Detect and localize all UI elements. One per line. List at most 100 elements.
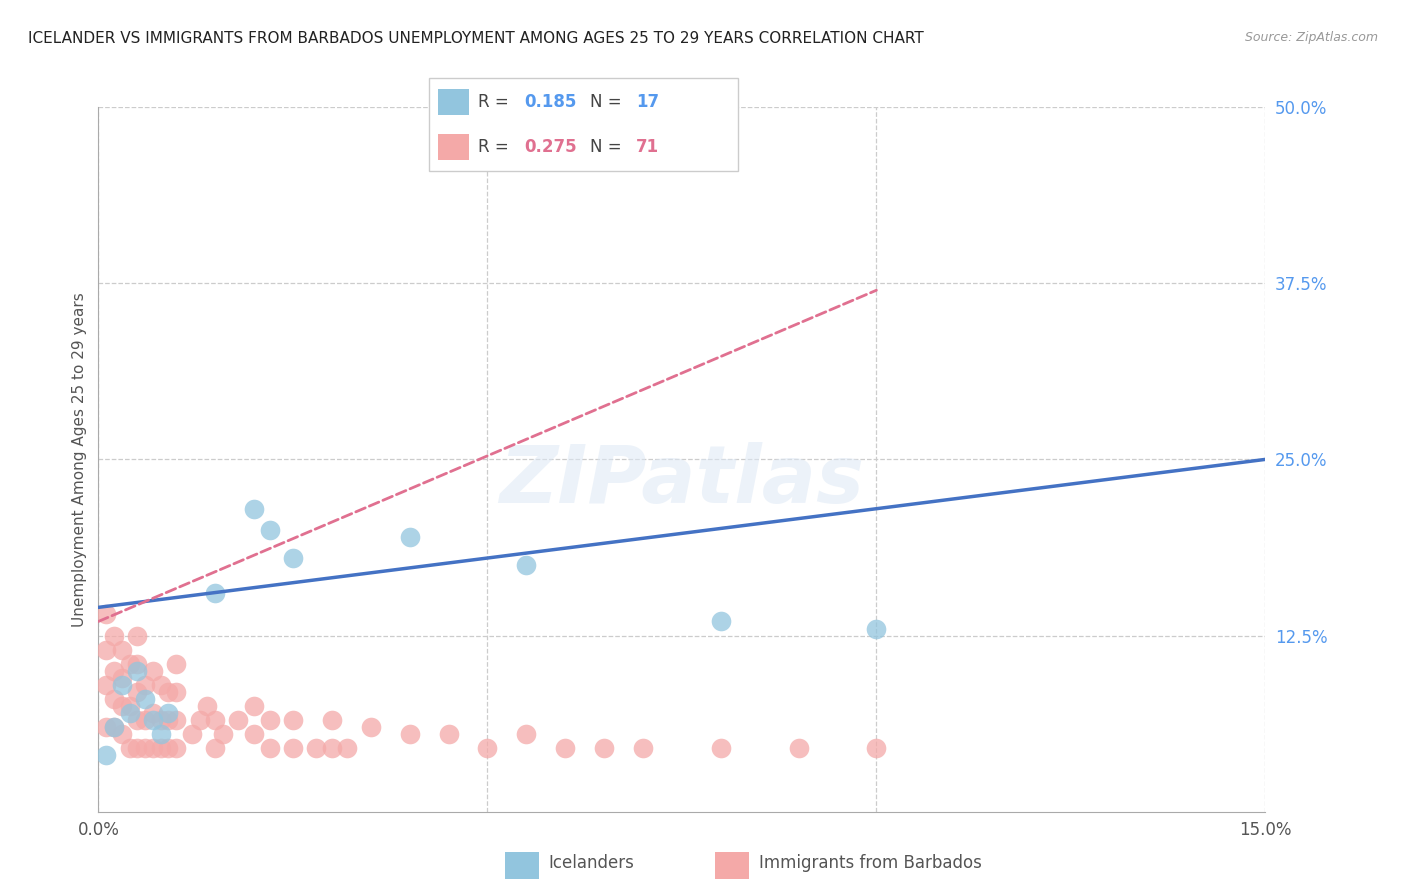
Point	[204, 713, 226, 727]
Point	[96, 678, 118, 692]
Text: R =: R =	[478, 138, 515, 156]
Point	[243, 699, 266, 714]
Point	[118, 741, 141, 756]
Point	[96, 607, 118, 622]
Point	[142, 664, 165, 678]
Point	[865, 622, 887, 636]
Point	[157, 713, 180, 727]
Y-axis label: Unemployment Among Ages 25 to 29 years: Unemployment Among Ages 25 to 29 years	[72, 292, 87, 627]
Point	[127, 713, 149, 727]
Point	[477, 741, 499, 756]
Point	[157, 706, 180, 720]
Point	[321, 741, 343, 756]
Text: N =: N =	[589, 138, 627, 156]
Point	[142, 713, 165, 727]
FancyBboxPatch shape	[439, 134, 470, 160]
FancyBboxPatch shape	[716, 852, 749, 879]
Point	[134, 678, 156, 692]
Point	[111, 727, 134, 741]
Point	[398, 530, 420, 544]
Point	[103, 720, 125, 734]
Point	[103, 628, 125, 642]
Point	[281, 741, 304, 756]
Point	[710, 741, 733, 756]
Point	[142, 741, 165, 756]
Point	[281, 551, 304, 566]
Point	[134, 713, 156, 727]
Point	[103, 664, 125, 678]
Point	[149, 713, 172, 727]
Point	[96, 720, 118, 734]
Point	[127, 628, 149, 642]
Point	[96, 748, 118, 763]
Text: 71: 71	[636, 138, 659, 156]
FancyBboxPatch shape	[429, 78, 738, 171]
Point	[188, 713, 211, 727]
Text: Icelanders: Icelanders	[548, 854, 634, 872]
Point	[259, 713, 281, 727]
Point	[149, 727, 172, 741]
Point	[127, 741, 149, 756]
Point	[515, 727, 537, 741]
Point	[281, 713, 304, 727]
Text: ICELANDER VS IMMIGRANTS FROM BARBADOS UNEMPLOYMENT AMONG AGES 25 TO 29 YEARS COR: ICELANDER VS IMMIGRANTS FROM BARBADOS UN…	[28, 31, 924, 46]
Point	[398, 727, 420, 741]
FancyBboxPatch shape	[439, 89, 470, 115]
Point	[515, 558, 537, 573]
Point	[259, 523, 281, 537]
Point	[134, 692, 156, 706]
Point	[127, 664, 149, 678]
Point	[103, 692, 125, 706]
Point	[127, 685, 149, 699]
Point	[149, 678, 172, 692]
Text: 0.275: 0.275	[524, 138, 578, 156]
Text: ZIPatlas: ZIPatlas	[499, 442, 865, 519]
Point	[259, 741, 281, 756]
Point	[165, 685, 187, 699]
FancyBboxPatch shape	[505, 852, 538, 879]
Text: R =: R =	[478, 93, 515, 111]
Point	[243, 501, 266, 516]
Point	[118, 657, 141, 671]
Point	[336, 741, 359, 756]
Point	[243, 727, 266, 741]
Point	[157, 741, 180, 756]
Point	[134, 741, 156, 756]
Point	[554, 741, 576, 756]
Point	[195, 699, 218, 714]
Point	[111, 678, 134, 692]
Point	[305, 741, 328, 756]
Point	[111, 699, 134, 714]
Point	[228, 713, 250, 727]
Point	[165, 741, 187, 756]
Point	[631, 741, 654, 756]
Point	[321, 713, 343, 727]
Point	[165, 657, 187, 671]
Point	[118, 706, 141, 720]
Point	[96, 642, 118, 657]
Text: Immigrants from Barbados: Immigrants from Barbados	[759, 854, 981, 872]
Point	[165, 713, 187, 727]
Point	[111, 642, 134, 657]
Text: Source: ZipAtlas.com: Source: ZipAtlas.com	[1244, 31, 1378, 45]
Point	[212, 727, 235, 741]
Point	[157, 685, 180, 699]
Text: 17: 17	[636, 93, 659, 111]
Point	[180, 727, 202, 741]
Text: 0.185: 0.185	[524, 93, 576, 111]
Text: N =: N =	[589, 93, 627, 111]
Point	[204, 741, 226, 756]
Point	[204, 586, 226, 600]
Point	[787, 741, 810, 756]
Point	[710, 615, 733, 629]
Point	[437, 727, 460, 741]
Point	[103, 720, 125, 734]
Point	[118, 699, 141, 714]
Point	[142, 706, 165, 720]
Point	[127, 657, 149, 671]
Point	[111, 671, 134, 685]
Point	[149, 741, 172, 756]
Point	[865, 741, 887, 756]
Point	[593, 741, 616, 756]
Point	[360, 720, 382, 734]
